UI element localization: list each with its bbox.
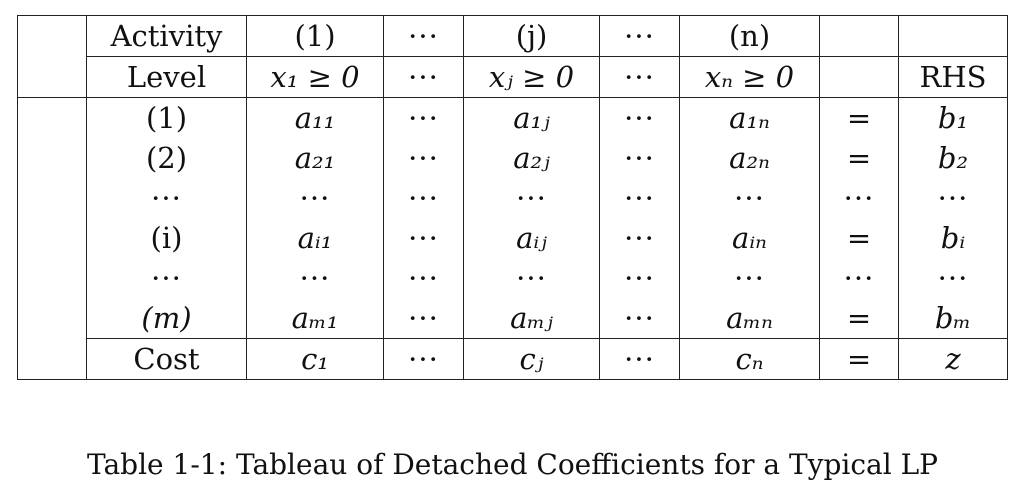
cost-row: Cost c₁ ··· cⱼ ··· cₙ = z	[17, 338, 1008, 380]
dots-cell: ···	[599, 178, 680, 218]
coef-cell: aₘ₁	[246, 298, 384, 339]
coef-cell: aₘₙ	[679, 298, 820, 339]
cost-cell: c₁	[246, 338, 384, 380]
item-letter	[19, 148, 86, 188]
dots-cell: ···	[599, 97, 680, 138]
dots-cell: ···	[383, 338, 464, 380]
dots-cell: ···	[383, 298, 464, 339]
row-label: ···	[86, 178, 247, 218]
relation-cell: =	[819, 298, 899, 339]
dots-cell: ···	[819, 178, 899, 218]
col-header-relation	[819, 15, 899, 57]
corner-cell	[17, 15, 87, 57]
dots-cell: ···	[599, 298, 680, 339]
coef-cell: a₂ₙ	[679, 138, 820, 178]
coef-cell: aᵢₙ	[679, 218, 820, 258]
relation-cell: =	[819, 338, 899, 380]
coef-cell: aₘⱼ	[463, 298, 600, 339]
item-row-dots: ··· ··· ··· ··· ··· ··· ··· ···	[18, 178, 1008, 218]
coef-cell: a₂ⱼ	[463, 138, 600, 178]
dots-cell: ···	[463, 178, 600, 218]
level-x1: x₁ ≥ 0	[246, 56, 384, 98]
dots-cell: ···	[383, 258, 464, 298]
item-row-dots: ··· ··· ··· ··· ··· ··· ··· ···	[18, 258, 1008, 298]
coef-cell: a₂₁	[246, 138, 384, 178]
dots-cell: ···	[599, 338, 680, 380]
detached-coefficients-table: Activity (1) ··· (j) ··· (n) Level x₁ ≥ …	[17, 15, 1008, 380]
coef-cell: aᵢ₁	[246, 218, 384, 258]
col-header-j: (j)	[463, 15, 600, 57]
level-label: Level	[86, 56, 247, 98]
level-xn: xₙ ≥ 0	[679, 56, 820, 98]
corner-cell	[17, 338, 87, 380]
item-row-2: (2) a₂₁ ··· a₂ⱼ ··· a₂ₙ = b₂	[18, 138, 1008, 178]
item-row-m: (m) aₘ₁ ··· aₘⱼ ··· aₘₙ = bₘ	[18, 298, 1008, 339]
dots-cell: ···	[679, 258, 820, 298]
dots-cell: ···	[463, 258, 600, 298]
dots-cell: ···	[898, 258, 1008, 298]
dots-cell: ···	[246, 258, 384, 298]
coef-cell: a₁₁	[246, 97, 384, 138]
cost-cell: cⱼ	[463, 338, 600, 380]
dots-cell: ···	[819, 258, 899, 298]
objective-cell: z	[898, 338, 1008, 380]
col-header-dots: ···	[599, 15, 680, 57]
dots-cell: ···	[599, 138, 680, 178]
relation-cell: =	[819, 97, 899, 138]
dots-cell: ···	[599, 258, 680, 298]
col-header-dots: ···	[383, 15, 464, 57]
dots-cell: ···	[383, 178, 464, 218]
dots-cell: ···	[679, 178, 820, 218]
cost-cell: cₙ	[679, 338, 820, 380]
dots-cell: ···	[599, 218, 680, 258]
row-label: ···	[86, 258, 247, 298]
relation-cell: =	[819, 138, 899, 178]
item-row-1: (1) a₁₁ ··· a₁ⱼ ··· a₁ₙ = b₁	[17, 97, 1008, 339]
coef-cell: aᵢⱼ	[463, 218, 600, 258]
col-header-n: (n)	[679, 15, 820, 57]
rhs-cell: bᵢ	[898, 218, 1008, 258]
activity-header-row: Activity (1) ··· (j) ··· (n)	[17, 15, 1008, 57]
rhs-cell: b₂	[898, 138, 1008, 178]
level-relation	[819, 56, 899, 98]
item-row-i: (i) aᵢ₁ ··· aᵢⱼ ··· aᵢₙ = bᵢ	[18, 218, 1008, 258]
rhs-cell: bₘ	[898, 298, 1008, 339]
cost-label: Cost	[86, 338, 247, 380]
table-caption: Table 1-1: Tableau of Detached Coefficie…	[86, 448, 939, 481]
coef-cell: a₁ⱼ	[463, 97, 600, 138]
activity-label: Activity	[86, 15, 247, 57]
rhs-cell: b₁	[898, 97, 1008, 138]
dots-cell: ···	[383, 218, 464, 258]
row-label: (i)	[86, 218, 247, 258]
item-vertical-label	[17, 97, 87, 339]
dots-cell: ···	[246, 178, 384, 218]
item-letter	[19, 268, 86, 308]
relation-cell: =	[819, 218, 899, 258]
row-label: (m)	[86, 298, 247, 339]
item-letter	[19, 188, 86, 228]
corner-cell	[17, 56, 87, 98]
coef-cell: a₁ₙ	[679, 97, 820, 138]
dots-cell: ···	[383, 97, 464, 138]
rhs-label: RHS	[898, 56, 1008, 98]
level-xj: xⱼ ≥ 0	[463, 56, 600, 98]
level-dots: ···	[383, 56, 464, 98]
row-label: (1)	[86, 97, 247, 138]
dots-cell: ···	[383, 138, 464, 178]
col-header-1: (1)	[246, 15, 384, 57]
level-header-row: Level x₁ ≥ 0 ··· xⱼ ≥ 0 ··· xₙ ≥ 0 RHS	[17, 56, 1008, 98]
col-header-rhs-blank	[898, 15, 1008, 57]
row-label: (2)	[86, 138, 247, 178]
item-letter	[19, 228, 86, 268]
level-dots: ···	[599, 56, 680, 98]
dots-cell: ···	[898, 178, 1008, 218]
